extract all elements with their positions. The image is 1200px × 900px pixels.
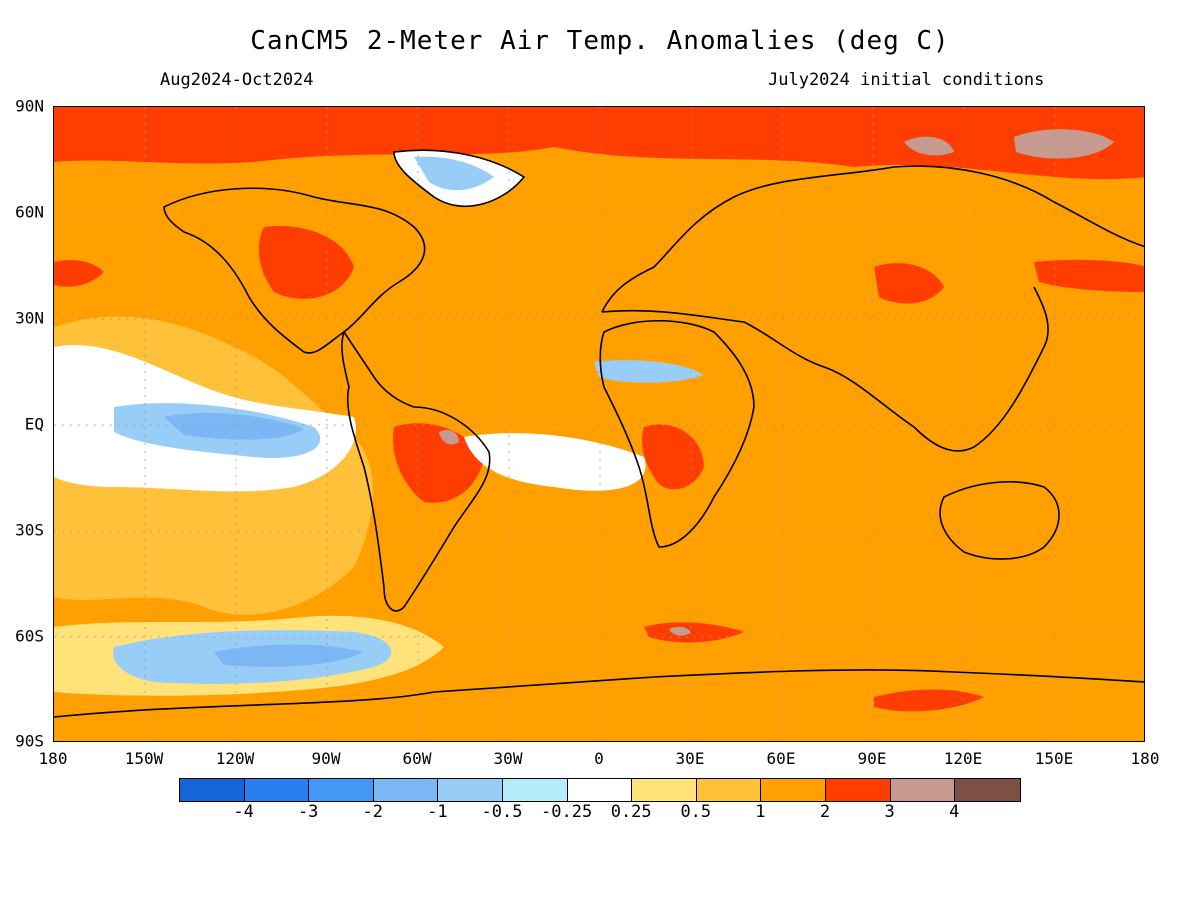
greenland-cool bbox=[414, 156, 494, 191]
colorbar-tick-label: -0.5 bbox=[481, 802, 523, 822]
colorbar-tick-label: 4 bbox=[949, 802, 960, 822]
colorbar-swatch bbox=[890, 779, 956, 801]
colorbar-tick-label: 1 bbox=[755, 802, 766, 822]
lon-label-150e: 150E bbox=[1034, 749, 1074, 768]
colorbar-tick-label: -0.25 bbox=[541, 802, 593, 822]
lat-label-90s: 90S bbox=[15, 731, 44, 751]
lon-label-120e: 120E bbox=[943, 749, 983, 768]
southern-pacific-cold-core bbox=[214, 644, 364, 667]
southern-ocean-hot-spot bbox=[644, 622, 744, 643]
lon-label-60w: 60W bbox=[402, 749, 432, 768]
southern-ocean-extreme-patch bbox=[669, 626, 691, 636]
equatorial-pacific-cold-core bbox=[164, 412, 304, 440]
colorbar-tick-label: -3 bbox=[297, 802, 319, 822]
lon-label-0: 0 bbox=[594, 749, 604, 768]
colorbar-swatch bbox=[567, 779, 633, 801]
colorbar-swatch bbox=[825, 779, 891, 801]
lon-label-120w: 120W bbox=[215, 749, 255, 768]
lat-label-90n: 90N bbox=[15, 96, 44, 116]
north-pacific-hot-band bbox=[1034, 259, 1144, 292]
lat-label-30n: 30N bbox=[15, 308, 44, 328]
colorbar-tick-label: 0.5 bbox=[680, 802, 712, 822]
lat-label-30s: 30S bbox=[15, 520, 44, 540]
colorbar-swatch bbox=[244, 779, 310, 801]
arctic-warm-band bbox=[54, 107, 1144, 180]
lat-label-60s: 60S bbox=[15, 626, 44, 646]
colorbar-tick-label: -4 bbox=[233, 802, 254, 822]
coastlines bbox=[54, 149, 1144, 718]
colorbar-tick-label: 0.25 bbox=[610, 802, 652, 822]
lon-label-60e: 60E bbox=[766, 749, 796, 768]
south-america-hot-spot bbox=[393, 423, 484, 503]
colorbar-swatch bbox=[632, 779, 697, 801]
lon-label-30e: 30E bbox=[675, 749, 705, 768]
antarctic-warm-field bbox=[54, 671, 1144, 741]
southern-africa-hot-spot bbox=[642, 424, 704, 490]
colorbar-tick-label: 3 bbox=[884, 802, 895, 822]
map-title: CanCM5 2-Meter Air Temp. Anomalies (deg … bbox=[250, 26, 950, 56]
south-america-extreme-patch bbox=[439, 430, 459, 445]
anomaly-map bbox=[53, 106, 1145, 742]
graticule bbox=[54, 107, 1144, 741]
colorbar-swatch bbox=[696, 779, 762, 801]
central-asia-hot-spot bbox=[874, 263, 944, 304]
lat-label-60n: 60N bbox=[15, 202, 44, 222]
lon-label-150w: 150W bbox=[124, 749, 164, 768]
initial-conditions: July2024 initial conditions bbox=[768, 70, 1045, 90]
colorbar-swatch bbox=[502, 779, 568, 801]
lon-label-180e: 180 bbox=[1130, 749, 1160, 768]
colorbar-swatch bbox=[309, 779, 374, 801]
arctic-extreme-patch bbox=[1014, 129, 1114, 159]
sahel-cool-patch bbox=[594, 360, 704, 383]
colorbar-swatch bbox=[761, 779, 826, 801]
lat-label-eq: EQ bbox=[24, 414, 44, 434]
antarctic-hot-spot bbox=[874, 689, 984, 712]
colorbar-swatch bbox=[955, 779, 1020, 801]
lon-label-30w: 30W bbox=[493, 749, 523, 768]
colorbar-swatch bbox=[180, 779, 245, 801]
arctic-extreme-patch-2 bbox=[904, 136, 954, 156]
colorbar-tick-label: -1 bbox=[427, 802, 448, 822]
colorbar-swatch bbox=[438, 779, 503, 801]
north-pacific-hot-band-west bbox=[54, 260, 104, 287]
lon-label-90w: 90W bbox=[311, 749, 341, 768]
north-america-hot-spot bbox=[258, 226, 354, 299]
colorbar-legend bbox=[179, 778, 1021, 802]
lon-label-180w: 180 bbox=[38, 749, 68, 768]
colorbar-tick-label: 2 bbox=[819, 802, 831, 822]
map-canvas bbox=[54, 107, 1144, 741]
colorbar-tick-label: -2 bbox=[362, 802, 384, 822]
colorbar-swatch bbox=[373, 779, 439, 801]
forecast-period: Aug2024-Oct2024 bbox=[160, 70, 314, 90]
lon-label-90e: 90E bbox=[857, 749, 887, 768]
